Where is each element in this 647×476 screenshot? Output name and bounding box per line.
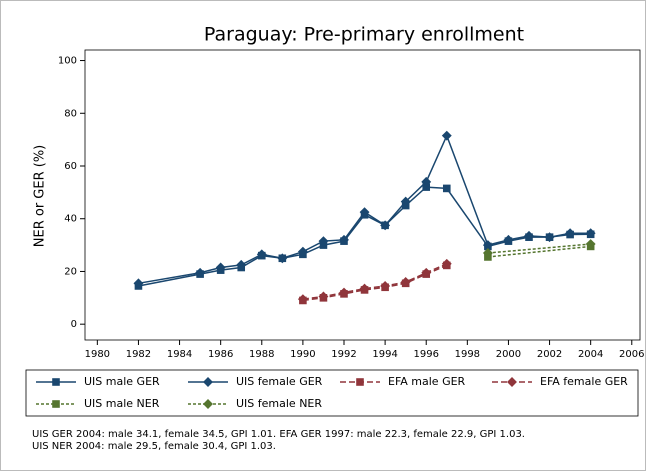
- x-tick-label: 1996: [413, 349, 438, 360]
- marker: [482, 240, 493, 251]
- marker: [380, 220, 391, 231]
- series-line: [302, 264, 448, 302]
- marker: [400, 196, 411, 207]
- marker: [339, 287, 349, 298]
- marker: [297, 294, 308, 305]
- series-line: [487, 243, 591, 254]
- marker: [359, 207, 370, 218]
- marker: [565, 228, 576, 239]
- x-tick-label: 1998: [455, 349, 480, 360]
- marker: [503, 234, 514, 245]
- legend-marker: [52, 378, 60, 386]
- legend-label: UIS female NER: [236, 397, 322, 410]
- x-tick-label: 2004: [578, 349, 603, 360]
- x-tick-label: 1984: [167, 349, 192, 360]
- legend-marker: [52, 400, 60, 408]
- marker: [524, 230, 534, 241]
- marker: [359, 283, 370, 294]
- y-axis-label: NER or GER (%): [33, 145, 48, 247]
- legend-label: UIS male NER: [84, 397, 160, 410]
- x-tick-label: 1992: [331, 349, 356, 360]
- x-tick-label: 2002: [537, 349, 562, 360]
- x-tick-label: 1982: [126, 349, 151, 360]
- legend-label: UIS female GER: [236, 375, 323, 388]
- note: UIS GER 2004: male 34.1, female 34.5, GP…: [32, 429, 525, 440]
- marker: [215, 262, 226, 273]
- y-tick-label: 60: [64, 161, 77, 172]
- y-tick-label: 20: [64, 266, 77, 277]
- legend-marker: [356, 378, 364, 386]
- marker: [297, 246, 308, 257]
- marker: [585, 239, 596, 249]
- marker: [441, 258, 452, 269]
- note: UIS NER 2004: male 29.5, female 30.4, GP…: [32, 441, 276, 452]
- marker: [421, 176, 432, 187]
- legend-label: UIS male GER: [84, 375, 160, 388]
- marker: [133, 278, 144, 289]
- x-tick-label: 1988: [249, 349, 274, 360]
- marker: [195, 267, 206, 278]
- x-tick-label: 1986: [208, 349, 233, 360]
- marker: [318, 291, 329, 302]
- x-tick-label: 2000: [496, 349, 521, 360]
- legend-label: EFA female GER: [540, 375, 628, 388]
- marker: [544, 232, 555, 243]
- legend-label: EFA male GER: [388, 375, 466, 388]
- marker: [421, 267, 432, 278]
- series-line: [487, 245, 591, 258]
- x-tick-label: 1990: [290, 349, 315, 360]
- marker: [277, 253, 288, 264]
- series-line: [302, 263, 448, 300]
- y-tick-label: 40: [64, 214, 77, 225]
- legend-marker: [203, 399, 213, 409]
- legend: [25, 369, 639, 417]
- y-tick-label: 0: [71, 319, 77, 330]
- legend-marker: [507, 377, 517, 387]
- x-tick-label: 1994: [372, 349, 397, 360]
- marker: [318, 236, 329, 247]
- marker: [256, 249, 267, 260]
- y-tick-label: 100: [58, 56, 77, 67]
- y-tick-label: 80: [64, 108, 77, 119]
- marker: [400, 277, 411, 287]
- plot-area: [84, 49, 641, 341]
- marker: [236, 259, 247, 270]
- marker: [422, 183, 431, 191]
- legend-marker: [203, 377, 213, 387]
- marker: [585, 228, 596, 239]
- chart-title: Paraguay: Pre-primary enrollment: [204, 24, 524, 46]
- marker: [442, 184, 451, 193]
- marker: [441, 130, 452, 141]
- marker: [380, 281, 391, 291]
- x-tick-label: 2006: [619, 349, 644, 360]
- marker: [482, 248, 493, 258]
- x-tick-label: 1980: [85, 349, 110, 360]
- marker: [339, 234, 349, 245]
